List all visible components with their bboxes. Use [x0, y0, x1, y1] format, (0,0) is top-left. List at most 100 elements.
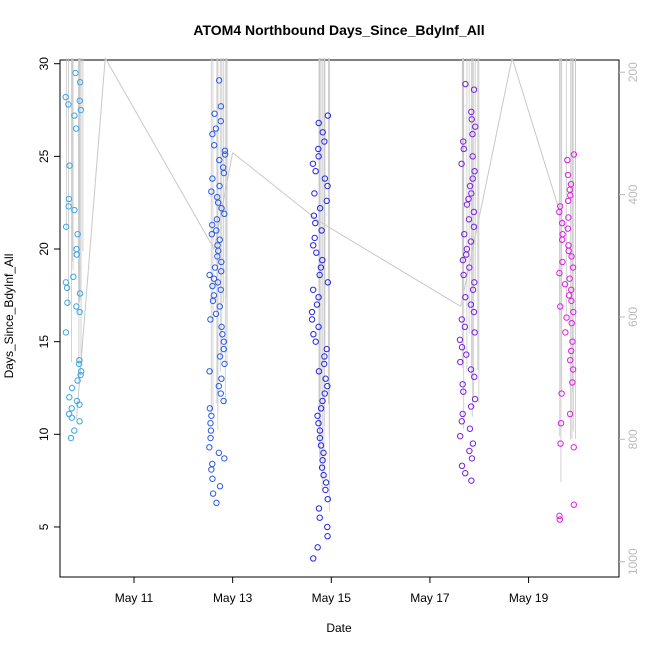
overlay-segment — [460, 57, 513, 307]
data-point — [469, 175, 476, 182]
data-point — [214, 279, 222, 286]
data-point — [208, 412, 215, 419]
data-point — [324, 279, 332, 286]
data-point — [567, 192, 574, 199]
data-point — [73, 125, 80, 132]
data-point — [472, 123, 479, 130]
data-point — [76, 356, 83, 364]
data-point — [78, 368, 85, 375]
data-point — [65, 410, 73, 418]
data-point — [312, 338, 319, 345]
x-tick-label: May 17 — [410, 591, 450, 605]
y-tick-label: 5 — [37, 523, 51, 530]
data-points — [62, 69, 578, 562]
data-point — [315, 119, 322, 127]
data-point — [74, 230, 81, 238]
data-point — [212, 310, 220, 318]
y-tick-label: 25 — [37, 149, 51, 163]
data-point — [468, 116, 475, 123]
data-point — [207, 427, 215, 434]
data-point — [564, 225, 572, 232]
data-point — [458, 316, 465, 323]
data-point — [215, 449, 223, 457]
data-point — [217, 117, 224, 125]
data-point — [558, 236, 566, 243]
data-point — [220, 345, 227, 353]
data-point — [469, 286, 477, 293]
data-point — [217, 103, 225, 110]
data-point — [213, 216, 221, 223]
data-point — [319, 457, 326, 464]
data-point — [568, 347, 575, 355]
data-point — [564, 197, 572, 205]
data-point — [570, 501, 578, 508]
data-point — [310, 555, 317, 562]
data-point — [320, 471, 327, 479]
data-point — [213, 499, 220, 507]
data-point — [221, 210, 228, 218]
y2-tick-label: 800 — [626, 429, 640, 449]
data-point — [461, 230, 468, 238]
data-point — [208, 188, 215, 195]
data-point — [460, 145, 467, 153]
data-point — [218, 268, 225, 275]
data-point — [313, 301, 321, 308]
data-point — [323, 345, 330, 353]
data-point — [470, 86, 478, 93]
data-point — [207, 419, 214, 427]
data-point — [215, 77, 223, 84]
data-point — [220, 338, 228, 345]
data-point — [312, 219, 319, 227]
data-point — [568, 297, 575, 305]
overlay-segment — [318, 220, 462, 307]
data-point — [315, 293, 322, 301]
data-point — [221, 360, 228, 368]
data-point — [71, 112, 78, 119]
axes: 5 10 15 20 25 30 May 11 May 13 May 15 May 17 May 1… — [37, 57, 640, 605]
data-point — [467, 238, 475, 245]
data-point — [461, 323, 469, 331]
x-tick-label: May 13 — [213, 591, 253, 605]
data-point — [206, 405, 213, 412]
data-point — [72, 69, 79, 77]
data-point — [318, 227, 325, 234]
data-point — [217, 390, 224, 397]
data-point — [458, 160, 465, 167]
data-point — [316, 271, 323, 279]
data-point — [324, 495, 331, 503]
data-point — [207, 316, 214, 323]
data-point — [463, 351, 470, 358]
data-point — [73, 303, 80, 310]
data-point — [322, 479, 330, 486]
data-point — [62, 279, 70, 286]
data-point — [460, 271, 467, 279]
data-point — [456, 432, 464, 440]
data-point — [216, 236, 223, 243]
data-point — [70, 273, 77, 281]
data-point — [221, 147, 229, 154]
data-point — [206, 444, 213, 451]
data-point — [569, 379, 576, 386]
x-tick-label: May 15 — [312, 591, 352, 605]
data-point — [556, 516, 563, 523]
data-point — [209, 130, 216, 138]
data-point — [212, 125, 220, 132]
data-point — [462, 293, 469, 301]
data-point — [76, 401, 83, 408]
x-axis-label: Date — [326, 621, 352, 635]
data-point — [561, 281, 569, 288]
data-point — [466, 447, 473, 455]
data-point — [324, 182, 331, 190]
data-point — [310, 212, 318, 219]
data-point — [76, 290, 84, 297]
data-point — [68, 405, 75, 412]
data-point — [460, 138, 467, 145]
data-point — [556, 512, 563, 520]
data-point — [312, 167, 319, 175]
data-point — [75, 360, 83, 368]
data-point — [65, 195, 73, 203]
data-point — [558, 219, 566, 227]
data-point — [568, 286, 575, 293]
data-point — [465, 195, 472, 203]
